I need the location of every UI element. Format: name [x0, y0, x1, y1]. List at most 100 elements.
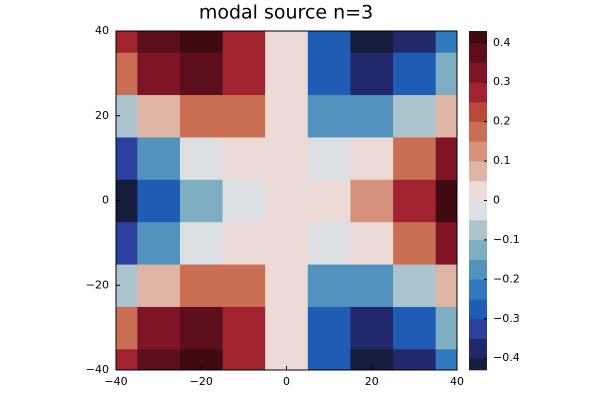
- contour-cell: [116, 264, 138, 307]
- colorbar-band: [469, 338, 487, 359]
- contour-cell: [393, 52, 437, 96]
- contour-cell: [350, 179, 394, 223]
- contour-cell: [137, 306, 181, 350]
- contour-cell: [137, 94, 181, 138]
- contour-cell: [435, 136, 458, 180]
- contour-cell: [116, 221, 138, 265]
- contour-cell: [222, 348, 266, 371]
- y-tick-label: 40: [95, 24, 109, 37]
- contour-cell: [265, 264, 309, 307]
- contour-cell: [350, 136, 394, 180]
- contour-cell: [393, 221, 437, 265]
- contour-cell: [137, 221, 181, 265]
- colorbar-band: [469, 200, 487, 221]
- y-tick-label: −20: [86, 278, 109, 291]
- contour-cell: [435, 264, 458, 307]
- colorbar-band: [469, 180, 487, 201]
- contour-cell: [435, 221, 458, 265]
- colorbar-band: [469, 31, 487, 44]
- contour-cell: [435, 52, 458, 96]
- contour-cell: [265, 94, 309, 138]
- contour-cell: [116, 136, 138, 180]
- contour-cell: [116, 52, 138, 96]
- colorbar-band: [469, 299, 487, 320]
- contour-cell: [435, 348, 458, 371]
- contour-cell: [307, 31, 351, 53]
- contour-cell: [350, 52, 394, 96]
- contour-cell: [265, 348, 309, 371]
- contour-cell: [393, 348, 437, 371]
- contour-cell: [222, 306, 266, 350]
- colorbar-tick-label: −0.1: [493, 233, 520, 246]
- contour-cell: [307, 94, 351, 138]
- colorbar-band: [469, 161, 487, 182]
- x-tick-label: −20: [190, 375, 213, 388]
- colorbar-tick-label: 0.4: [493, 36, 511, 49]
- contour-cell: [265, 31, 309, 53]
- contour-cell: [393, 31, 437, 53]
- contour-cell: [137, 348, 181, 371]
- contour-cell: [179, 221, 224, 265]
- x-tick-label: 40: [450, 375, 464, 388]
- colorbar-tick-label: −0.4: [493, 351, 520, 364]
- x-tick-label: −40: [104, 375, 127, 388]
- y-tick-label: 20: [95, 109, 109, 122]
- colorbar-band: [469, 220, 487, 241]
- contour-cell: [350, 306, 394, 350]
- colorbar-tick-label: 0.1: [493, 154, 511, 167]
- colorbar-tick-label: −0.2: [493, 272, 520, 285]
- contour-cell: [222, 264, 266, 307]
- contour-cell: [435, 94, 458, 138]
- contour-cell: [307, 221, 351, 265]
- y-tick-label: −40: [86, 363, 109, 376]
- colorbar-tick-label: 0.2: [493, 115, 511, 128]
- colorbar-band: [469, 358, 487, 371]
- contour-cell: [137, 179, 181, 223]
- contour-cell: [393, 94, 437, 138]
- contour-cell: [179, 264, 224, 307]
- contour-cell: [350, 264, 394, 307]
- contour-cell: [222, 94, 266, 138]
- contour-cell: [435, 31, 458, 53]
- contour-cell: [179, 31, 224, 53]
- contour-cell: [179, 94, 224, 138]
- colorbar-tick-label: 0.3: [493, 75, 511, 88]
- colorbar-band: [469, 121, 487, 142]
- contour-cell: [435, 179, 458, 223]
- contour-cell: [179, 52, 224, 96]
- contour-cell: [116, 179, 138, 223]
- colorbar-band: [469, 101, 487, 122]
- colorbar-band: [469, 82, 487, 103]
- contour-cell: [307, 179, 351, 223]
- contour-cell: [265, 179, 309, 223]
- contour-cell: [222, 136, 266, 180]
- contour-cell: [179, 179, 224, 223]
- contour-cell: [222, 179, 266, 223]
- contour-cell: [179, 306, 224, 350]
- y-tick-label: 0: [102, 194, 109, 207]
- x-tick-label: 20: [365, 375, 379, 388]
- contour-cell: [307, 348, 351, 371]
- contour-cell: [116, 94, 138, 138]
- contour-cell: [137, 136, 181, 180]
- contour-cell: [222, 221, 266, 265]
- contour-cell: [435, 306, 458, 350]
- colorbar-band: [469, 318, 487, 339]
- colorbar-band: [469, 279, 487, 300]
- contour-cell: [393, 136, 437, 180]
- x-tick-label: 0: [283, 375, 290, 388]
- contour-cell: [116, 31, 138, 53]
- colorbar-tick-label: 0: [493, 194, 500, 207]
- contour-cell: [350, 221, 394, 265]
- contour-cell: [265, 136, 309, 180]
- contour-cell: [116, 348, 138, 371]
- contour-cell: [179, 136, 224, 180]
- contour-cell: [222, 52, 266, 96]
- contour-cell: [307, 306, 351, 350]
- contour-cell: [265, 306, 309, 350]
- chart-title: modal source n=3: [199, 2, 373, 24]
- colorbar-band: [469, 259, 487, 280]
- contour-cell: [179, 348, 224, 371]
- colorbar-band: [469, 42, 487, 63]
- colorbar-band: [469, 239, 487, 260]
